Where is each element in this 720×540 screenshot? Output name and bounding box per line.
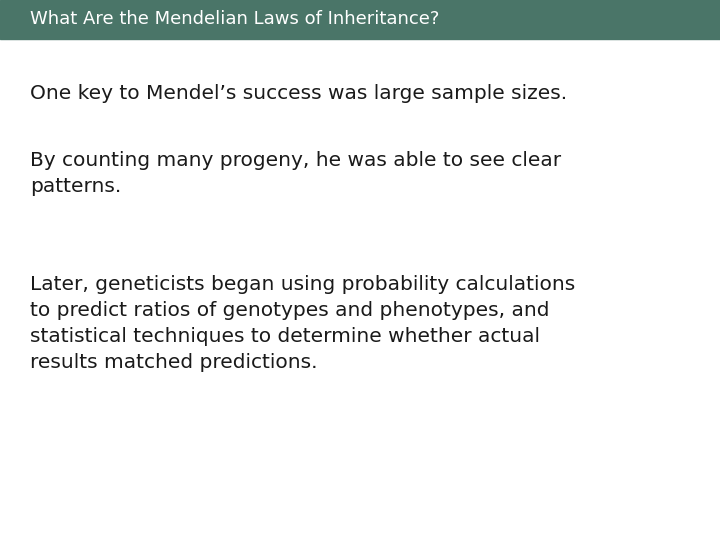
Text: By counting many progeny, he was able to see clear
patterns.: By counting many progeny, he was able to…	[30, 151, 562, 196]
Text: Later, geneticists began using probability calculations
to predict ratios of gen: Later, geneticists began using probabili…	[30, 275, 575, 372]
Text: One key to Mendel’s success was large sample sizes.: One key to Mendel’s success was large sa…	[30, 84, 567, 103]
Text: What Are the Mendelian Laws of Inheritance?: What Are the Mendelian Laws of Inheritan…	[30, 10, 440, 29]
Bar	[0, 0, 720, 39]
